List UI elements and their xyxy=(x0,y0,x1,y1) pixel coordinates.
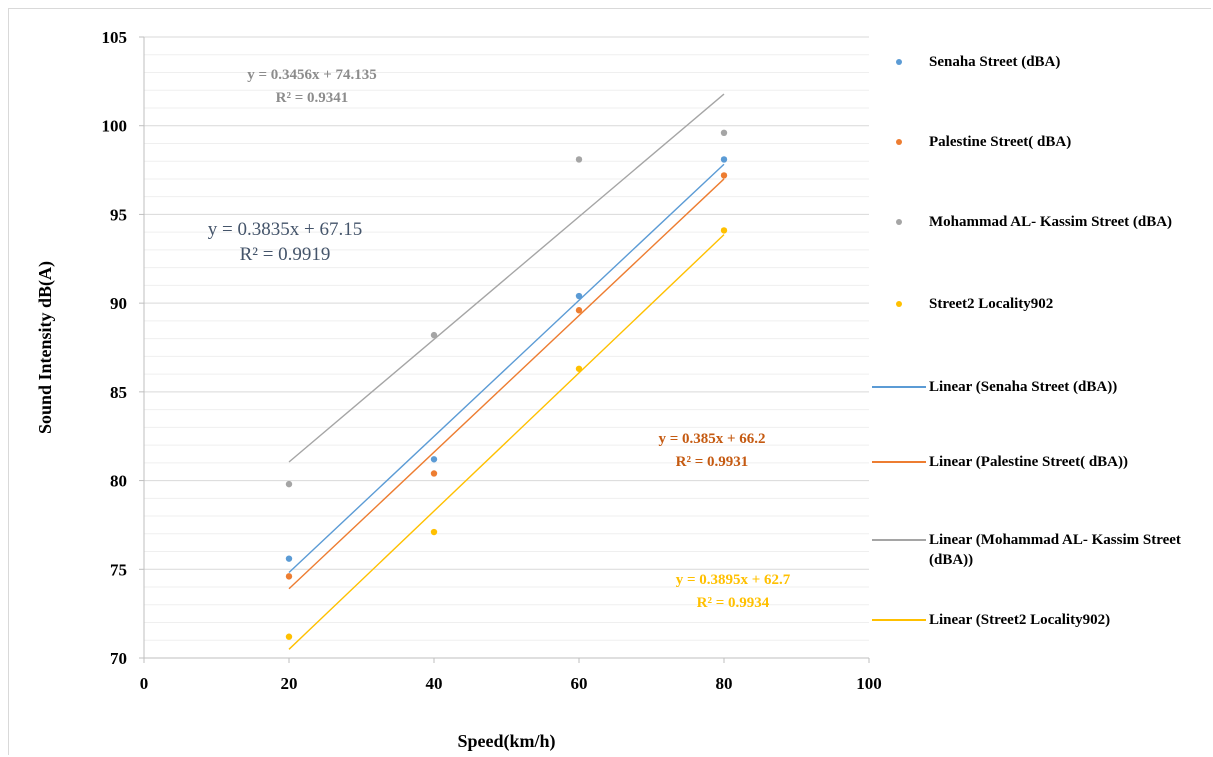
point-street2 xyxy=(285,633,293,640)
trend-lines xyxy=(288,93,725,650)
legend-label-linear-senaha: Linear (Senaha Street (dBA)) xyxy=(929,379,1118,395)
legend-line-street2 xyxy=(872,619,926,621)
legend-marker-palestine xyxy=(896,139,902,145)
legend-label-street2: Street2 Locality902 xyxy=(929,296,1054,312)
trend-equations: y = 0.3835x + 67.15 R² = 0.9919 y = 0.385x… xyxy=(208,67,791,611)
x-tick-label: 100 xyxy=(856,674,882,693)
equation-kassim: y = 0.3456x + 74.135 xyxy=(247,67,377,83)
legend-label-linear-street2: Linear (Street2 Locality902) xyxy=(929,612,1111,628)
point-kassim xyxy=(720,129,728,137)
data-points xyxy=(285,129,728,640)
grid-lines xyxy=(144,36,869,641)
legend-item-linear-street2: Linear (Street2 Locality902) xyxy=(872,610,1212,630)
point-palestine xyxy=(720,172,728,179)
x-tick-label: 0 xyxy=(140,674,149,693)
legend-item-palestine: Palestine Street( dBA) xyxy=(872,132,1212,152)
point-kassim xyxy=(575,156,583,163)
equation-street2: y = 0.3895x + 62.7 xyxy=(676,572,791,588)
legend-item-senaha: Senaha Street (dBA) xyxy=(872,52,1212,72)
legend-item-street2: Street2 Locality902 xyxy=(872,294,1212,314)
point-kassim xyxy=(430,331,438,339)
legend-marker-kassim xyxy=(896,219,902,225)
r2-senaha: R² = 0.9919 xyxy=(240,244,331,265)
y-axis-title: Sound Intensity dB(A) xyxy=(35,261,56,434)
legend-label-linear-kassim: Linear (Mohammad AL- Kassim Street (dBA)… xyxy=(929,532,1181,568)
r2-palestine: R² = 0.9931 xyxy=(676,454,749,470)
legend-label-kassim: Mohammad AL- Kassim Street (dBA) xyxy=(929,214,1173,230)
y-tick-label: 80 xyxy=(110,472,127,491)
axes xyxy=(139,36,870,663)
trendline-palestine xyxy=(288,178,725,590)
legend-label-palestine: Palestine Street( dBA) xyxy=(929,134,1072,150)
equation-senaha: y = 0.3835x + 67.15 xyxy=(208,219,362,240)
x-tick-label: 20 xyxy=(281,674,298,693)
legend-marker-street2 xyxy=(896,301,902,307)
point-senaha xyxy=(430,456,438,463)
x-axis-title: Speed(km/h) xyxy=(457,731,555,752)
y-tick-label: 105 xyxy=(102,28,128,47)
r2-street2: R² = 0.9934 xyxy=(697,595,770,611)
point-kassim xyxy=(285,480,293,488)
r2-kassim: R² = 0.9341 xyxy=(276,90,349,106)
point-palestine xyxy=(285,573,293,580)
equation-palestine: y = 0.385x + 66.2 xyxy=(658,431,765,447)
legend-item-kassim: Mohammad AL- Kassim Street (dBA) xyxy=(872,212,1212,232)
y-tick-label: 90 xyxy=(110,294,127,313)
y-tick-label: 100 xyxy=(102,117,128,136)
y-tick-label: 95 xyxy=(110,205,127,224)
legend-line-senaha xyxy=(872,386,926,388)
y-tick-label: 85 xyxy=(110,383,127,402)
point-street2 xyxy=(430,528,438,536)
y-tick-label: 75 xyxy=(110,560,127,579)
point-street2 xyxy=(720,227,728,234)
tick-labels: 0 20 40 60 80 100 70 75 80 85 90 95 100 105 xyxy=(102,28,882,693)
point-senaha xyxy=(720,156,728,163)
y-tick-label: 70 xyxy=(110,649,127,668)
trendline-senaha xyxy=(288,163,725,573)
legend-label-linear-palestine: Linear (Palestine Street( dBA)) xyxy=(929,454,1128,470)
legend-item-linear-kassim: Linear (Mohammad AL- Kassim Street (dBA)… xyxy=(872,530,1212,570)
point-senaha xyxy=(575,292,583,300)
x-tick-label: 60 xyxy=(571,674,588,693)
legend-label-senaha: Senaha Street (dBA) xyxy=(929,54,1061,70)
legend-item-linear-palestine: Linear (Palestine Street( dBA)) xyxy=(872,452,1212,472)
trendline-street2 xyxy=(288,234,725,650)
legend-item-linear-senaha: Linear (Senaha Street (dBA)) xyxy=(872,377,1212,397)
chart-frame xyxy=(8,8,1211,755)
legend: Senaha Street (dBA) Palestine Street( dB… xyxy=(872,40,1212,640)
point-palestine xyxy=(430,470,438,477)
point-palestine xyxy=(575,307,583,314)
point-street2 xyxy=(575,365,583,372)
x-tick-label: 40 xyxy=(426,674,443,693)
legend-line-palestine xyxy=(872,461,926,463)
x-tick-label: 80 xyxy=(716,674,733,693)
point-senaha xyxy=(285,555,293,562)
legend-line-kassim xyxy=(872,539,926,541)
legend-marker-senaha xyxy=(896,59,902,65)
trendline-kassim xyxy=(288,93,725,463)
